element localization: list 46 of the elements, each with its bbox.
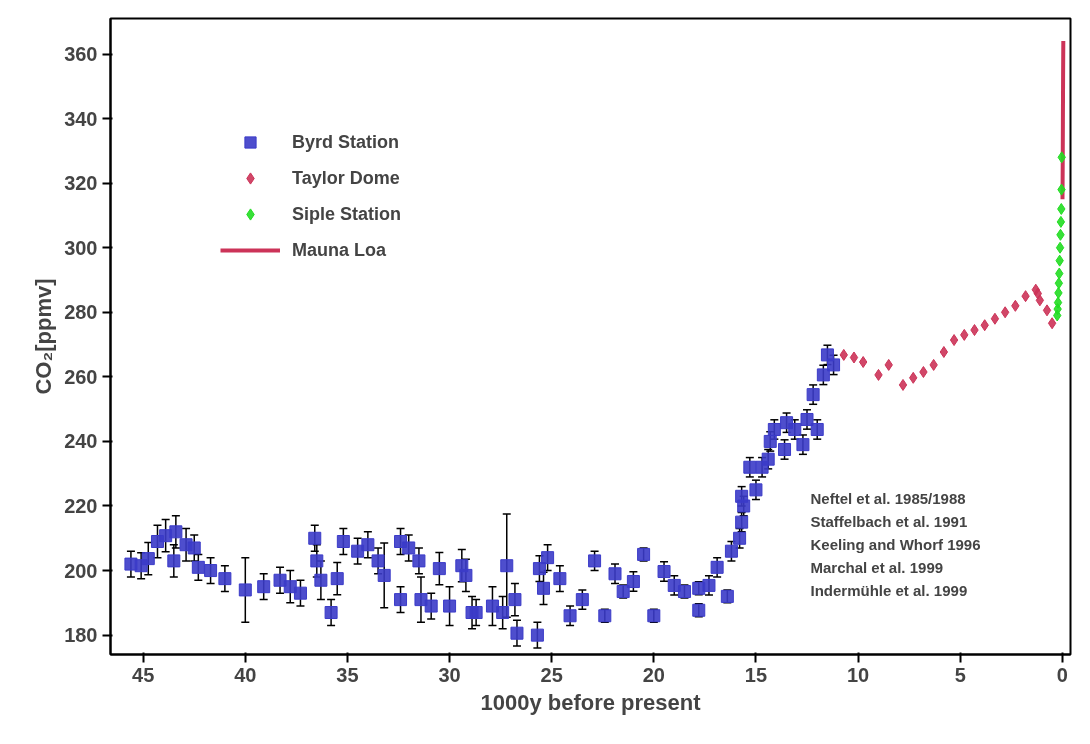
point [949,334,959,347]
point [1055,241,1065,254]
annotation: Neftel et al. 1985/1988 [810,489,966,507]
y-tick-label: 180 [64,624,98,647]
x-tick-label: 40 [234,663,257,686]
x-tick-label: 35 [336,663,359,686]
y-tick-label: 320 [64,172,98,195]
y-axis-title: CO₂[ppmv] [31,278,57,395]
x-tick-label: 30 [438,663,461,686]
y-tick-label: 240 [64,430,98,453]
point [1056,215,1066,228]
annotation: Marchal et al. 1999 [810,558,944,576]
legend-label: Byrd Station [292,131,400,153]
x-tick-label: 25 [540,663,563,686]
point [898,378,908,391]
y-tick-label: 260 [64,365,98,388]
line-series [1060,39,1066,202]
x-axis-title: 1000y before present [480,689,702,715]
point [990,312,1000,325]
legend-label: Siple Station [292,203,402,225]
y-tick-label: 360 [64,43,98,66]
point [1047,317,1057,330]
x-tick-label: 45 [132,663,155,686]
x-tick-label: 10 [846,663,870,686]
point [1000,306,1010,319]
x-tick-label: 5 [954,663,966,686]
annotation: Indermühle et al. 1999 [810,581,968,599]
y-tick-label: 200 [64,559,98,582]
y-tick-label: 220 [64,494,98,517]
y-tick-label: 280 [64,301,98,324]
y-tick-label: 300 [64,236,98,259]
x-tick-label: 0 [1056,663,1068,686]
annotation: Keeling and Whorf 1996 [810,535,981,553]
point [939,346,949,358]
legend-label: Mauna Loa [292,239,387,261]
point [859,356,868,368]
legend-label: Taylor Dome [292,167,400,189]
x-tick-label: 15 [744,663,768,686]
y-tick-label: 340 [64,107,98,130]
point [1053,296,1063,309]
annotation: Staffelbach et al. 1991 [810,512,968,530]
point [1042,304,1052,317]
point [849,351,859,364]
x-tick-label: 20 [642,663,665,686]
point [1054,277,1064,290]
point [1035,294,1045,307]
